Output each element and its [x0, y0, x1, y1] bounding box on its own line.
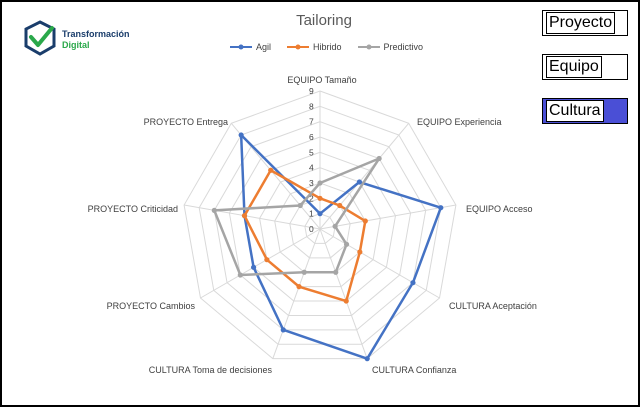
data-point-agil — [364, 356, 370, 362]
axis-spoke — [200, 228, 321, 299]
axis-spoke — [184, 204, 321, 230]
tick-label: 0 — [309, 224, 314, 234]
grid-ring-2 — [289, 197, 351, 259]
legend-item-predictivo: Predictivo — [357, 42, 424, 52]
series-line-predictivo — [213, 157, 381, 277]
legend-label-predictivo: Predictivo — [383, 42, 424, 52]
tick-label: 7 — [309, 117, 314, 127]
category-label: PROYECTO Entrega — [144, 117, 228, 127]
chart-title: Tailoring — [296, 12, 352, 29]
data-point-hibrido — [268, 167, 274, 173]
equipo-button[interactable]: Equipo — [542, 54, 628, 80]
tick-label: 9 — [309, 86, 314, 96]
category-label: EQUIPO Tamaño — [287, 75, 356, 85]
data-point-hibrido — [337, 202, 343, 209]
logo-line-2: Digital — [62, 40, 90, 50]
tick-label: 8 — [309, 101, 314, 111]
data-point-agil — [410, 280, 416, 286]
series-line-agil — [239, 133, 443, 360]
logo-shield-icon — [24, 20, 56, 56]
data-point-agil — [356, 179, 363, 185]
axis-spoke — [319, 122, 410, 230]
tick-label: 1 — [309, 209, 314, 219]
grid-ring-7 — [213, 121, 427, 331]
category-label: CULTURA Confianza — [372, 365, 456, 375]
data-point-agil — [438, 205, 444, 211]
data-point-predictivo — [343, 241, 350, 247]
tick-label: 5 — [309, 147, 314, 157]
tick-label: 2 — [309, 193, 314, 203]
data-point-predictivo — [211, 207, 217, 213]
cultura-button[interactable]: Cultura — [542, 98, 628, 124]
data-point-agil — [238, 132, 244, 138]
category-label: CULTURA Aceptación — [449, 301, 537, 311]
grid-ring-6 — [228, 136, 412, 316]
legend-item-hibrido: Hibrido — [287, 42, 342, 52]
legend-label-agil: Agil — [256, 42, 272, 52]
data-point-predictivo — [237, 272, 243, 278]
axis-spoke — [319, 228, 440, 299]
category-label: CULTURA Toma de decisiones — [149, 365, 273, 375]
grid-ring-8 — [198, 105, 442, 345]
logo-text: Transformación Digital — [62, 29, 130, 51]
category-label: EQUIPO Experiencia — [417, 117, 502, 127]
data-point-hibrido — [264, 257, 270, 263]
data-point-predictivo — [317, 180, 323, 186]
category-label: EQUIPO Acceso — [466, 204, 533, 214]
data-point-hibrido — [362, 218, 368, 224]
equipo-button-label: Equipo — [546, 56, 602, 78]
category-label: PROYECTO Criticidad — [88, 204, 178, 214]
axis-spoke — [272, 228, 321, 359]
data-point-hibrido — [357, 249, 363, 255]
category-label: PROYECTO Cambios — [107, 301, 196, 311]
data-point-predictivo — [297, 202, 303, 209]
grid-ring-1 — [304, 213, 336, 244]
data-point-predictivo — [376, 155, 382, 162]
series-line-hibrido — [243, 169, 367, 303]
tick-label: 4 — [309, 163, 314, 173]
axis-spoke — [319, 204, 456, 230]
grid-ring-9 — [183, 90, 457, 360]
data-point-predictivo — [333, 269, 339, 275]
data-point-hibrido — [317, 195, 323, 201]
legend-swatch-hibrido — [287, 44, 310, 50]
data-point-hibrido — [241, 213, 248, 219]
legend-item-agil: Agil — [230, 42, 271, 52]
data-point-agil — [280, 327, 286, 333]
axis-spoke — [319, 228, 368, 359]
logo-line-1: Transformación — [62, 29, 130, 39]
tick-label: 6 — [309, 132, 314, 142]
data-point-predictivo — [301, 269, 307, 275]
proyecto-button[interactable]: Proyecto — [542, 10, 628, 36]
data-point-agil — [317, 211, 323, 217]
legend-label-hibrido: Hibrido — [313, 42, 342, 52]
data-point-hibrido — [296, 284, 302, 290]
legend-swatch-agil — [230, 44, 252, 50]
legend-swatch-predictivo — [357, 44, 380, 50]
grid-ring-4 — [259, 167, 381, 288]
cultura-button-label: Cultura — [546, 100, 604, 122]
proyecto-button-label: Proyecto — [546, 12, 616, 34]
data-point-predictivo — [332, 223, 338, 229]
chart-legend: Agil Hibrido Predictivo — [230, 42, 423, 52]
company-logo: Transformación Digital — [22, 20, 142, 60]
data-point-agil — [251, 264, 257, 270]
data-point-hibrido — [343, 298, 349, 304]
tick-label: 3 — [309, 178, 314, 188]
